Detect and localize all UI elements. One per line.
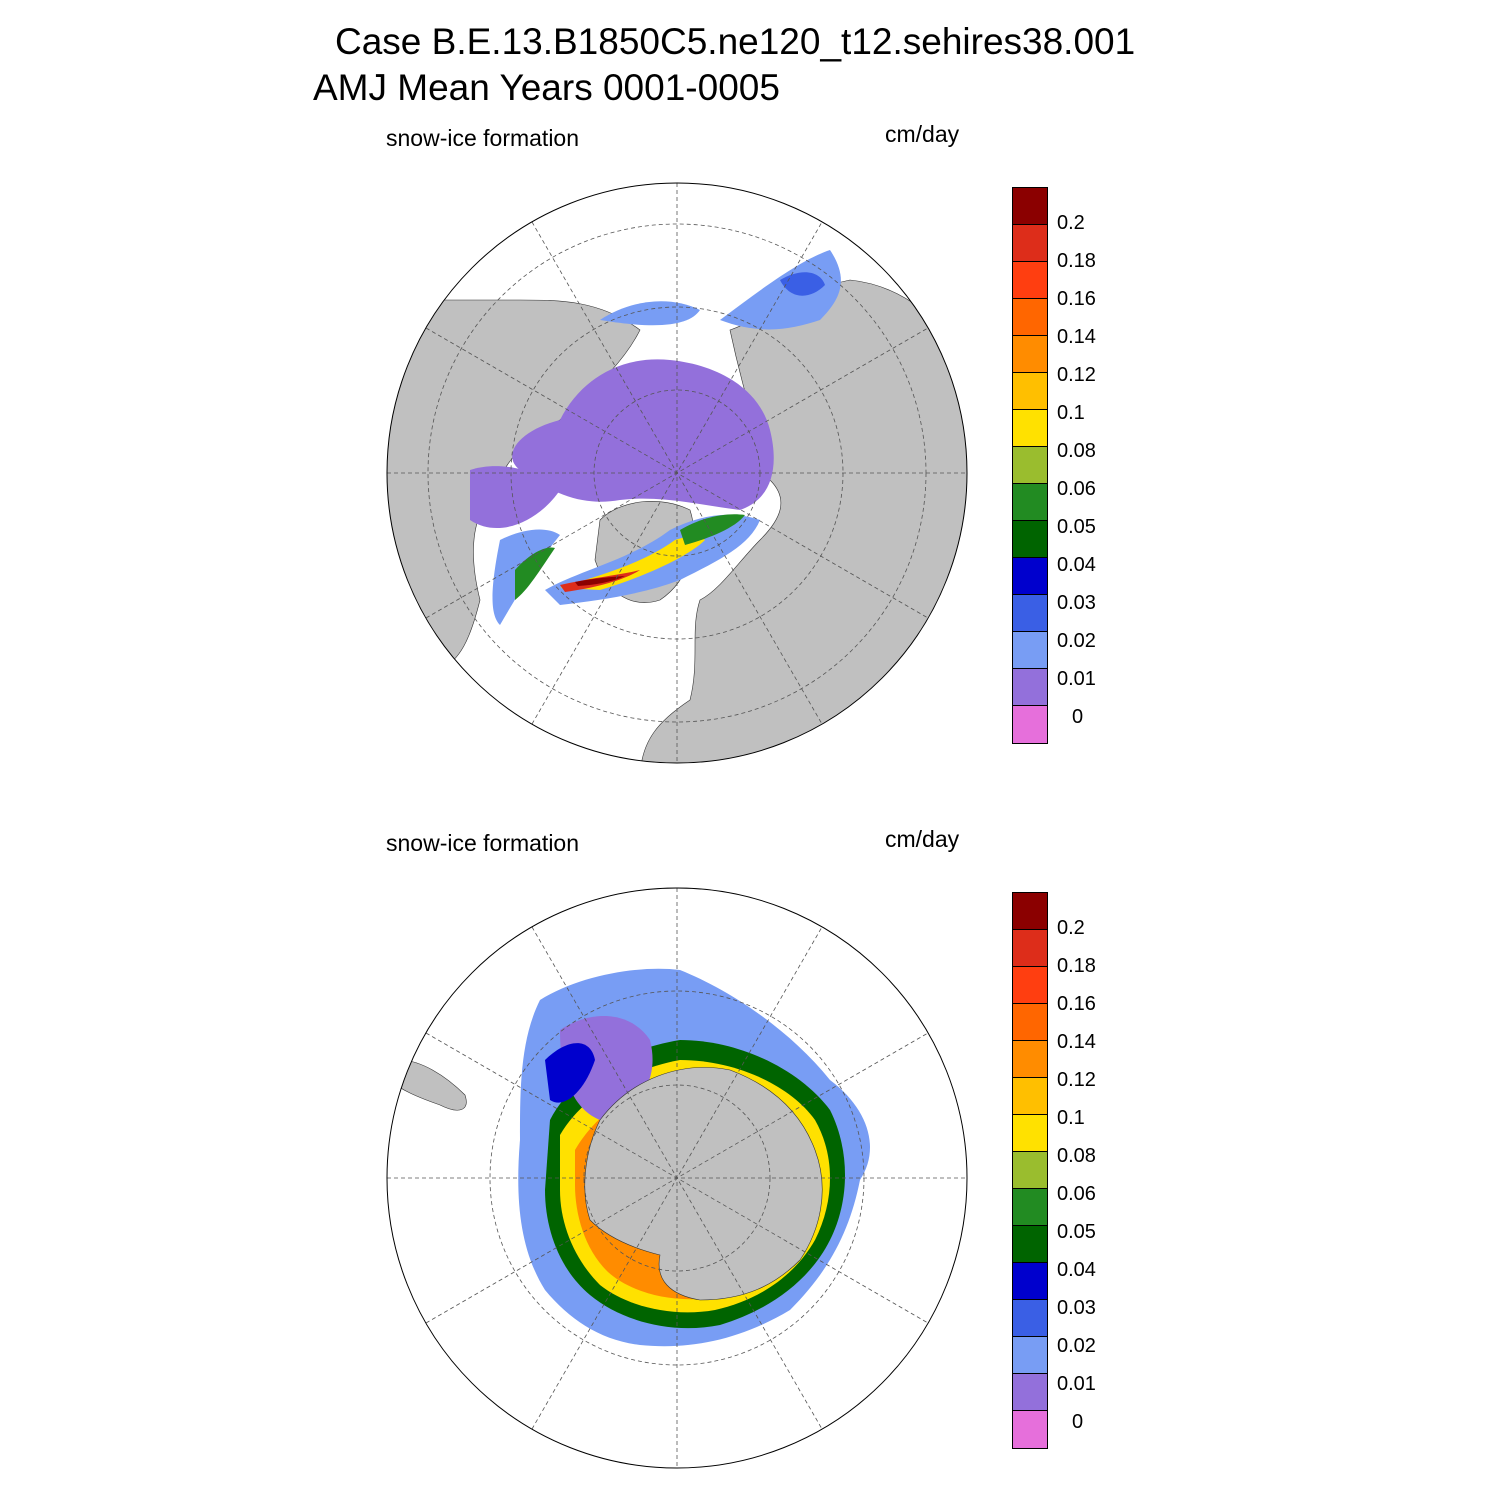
south-colorbar-tick-label: 0.12 [1057,1069,1096,1091]
south-colorbar-box [1013,930,1047,967]
north-colorbar-box [1013,558,1047,595]
south-colorbar-box [1013,1152,1047,1189]
north-colorbar-box [1013,188,1047,225]
north-colorbar-tick-label: 0 [1072,706,1084,728]
north-colorbar-tick-label: 0.1 [1057,402,1085,424]
north-colorbar-tick-label: 0.16 [1057,288,1096,310]
north-colorbar-tick-label: 0.03 [1057,592,1096,614]
north-colorbar-box [1013,669,1047,706]
south-units-label: cm/day [885,826,960,852]
north-colorbar-box [1013,447,1047,484]
south-colorbar [1012,892,1048,1449]
south-variable-label: snow-ice formation [386,830,580,856]
south-colorbar-box [1013,1300,1047,1337]
south-colorbar-tick-label: 0.16 [1057,993,1096,1015]
south-colorbar-tick-label: 0.01 [1057,1373,1096,1395]
north-colorbar-box [1013,262,1047,299]
plot-title-case: Case B.E.13.B1850C5.ne120_t12.sehires38.… [335,21,1136,62]
south-colorbar-tick-label: 0 [1072,1411,1084,1433]
north-colorbar-tick-label: 0.06 [1057,478,1096,500]
south-colorbar-box [1013,1004,1047,1041]
north-colorbar-tick-label: 0.18 [1057,250,1096,272]
north-colorbar-box [1013,521,1047,558]
south-colorbar-box [1013,1078,1047,1115]
north-colorbar-box [1013,632,1047,669]
south-colorbar-box [1013,1226,1047,1263]
south-colorbar-box [1013,1115,1047,1152]
south-colorbar-tick-label: 0.14 [1057,1031,1096,1053]
north-colorbar-box [1013,595,1047,632]
north-colorbar-tick-label: 0.02 [1057,630,1096,652]
north-colorbar-box [1013,373,1047,410]
south-colorbar-tick-label: 0.02 [1057,1335,1096,1357]
north-colorbar-tick-label: 0.08 [1057,440,1096,462]
south-colorbar-tick-label: 0.06 [1057,1183,1096,1205]
south-colorbar-box [1013,1374,1047,1411]
south-colorbar-tick-label: 0.1 [1057,1107,1085,1129]
south-colorbar-box [1013,1189,1047,1226]
south-colorbar-box [1013,1411,1047,1448]
south-colorbar-tick-label: 0.05 [1057,1221,1096,1243]
north-colorbar-box [1013,484,1047,521]
south-colorbar-box [1013,893,1047,930]
north-colorbar-tick-label: 0.12 [1057,364,1096,386]
south-colorbar-box [1013,1337,1047,1374]
north-colorbar-tick-label: 0.05 [1057,516,1096,538]
south-land-antarctica [584,1067,823,1301]
north-colorbar-tick-label: 0.04 [1057,554,1096,576]
north-colorbar [1012,187,1048,744]
south-colorbar-box [1013,1263,1047,1300]
north-arctic-basin [512,359,774,510]
south-colorbar-tick-label: 0.2 [1057,917,1085,939]
north-colorbar-box [1013,299,1047,336]
south-colorbar-box [1013,1041,1047,1078]
south-colorbar-tick-label: 0.03 [1057,1297,1096,1319]
north-colorbar-box [1013,706,1047,743]
north-colorbar-box [1013,336,1047,373]
north-okhotsk [720,250,841,330]
north-polar-map [387,183,967,763]
north-colorbar-box [1013,410,1047,447]
north-colorbar-box [1013,225,1047,262]
south-colorbar-box [1013,967,1047,1004]
south-polar-map [387,888,967,1468]
north-colorbar-tick-label: 0.14 [1057,326,1096,348]
south-land-south-america [389,1059,467,1111]
north-units-label: cm/day [885,121,960,147]
north-colorbar-tick-label: 0.2 [1057,212,1085,234]
north-colorbar-tick-label: 0.01 [1057,668,1096,690]
plot-title-period: AMJ Mean Years 0001-0005 [313,67,780,108]
south-colorbar-tick-label: 0.18 [1057,955,1096,977]
north-variable-label: snow-ice formation [386,125,580,151]
south-colorbar-tick-label: 0.08 [1057,1145,1096,1167]
south-colorbar-tick-label: 0.04 [1057,1259,1096,1281]
